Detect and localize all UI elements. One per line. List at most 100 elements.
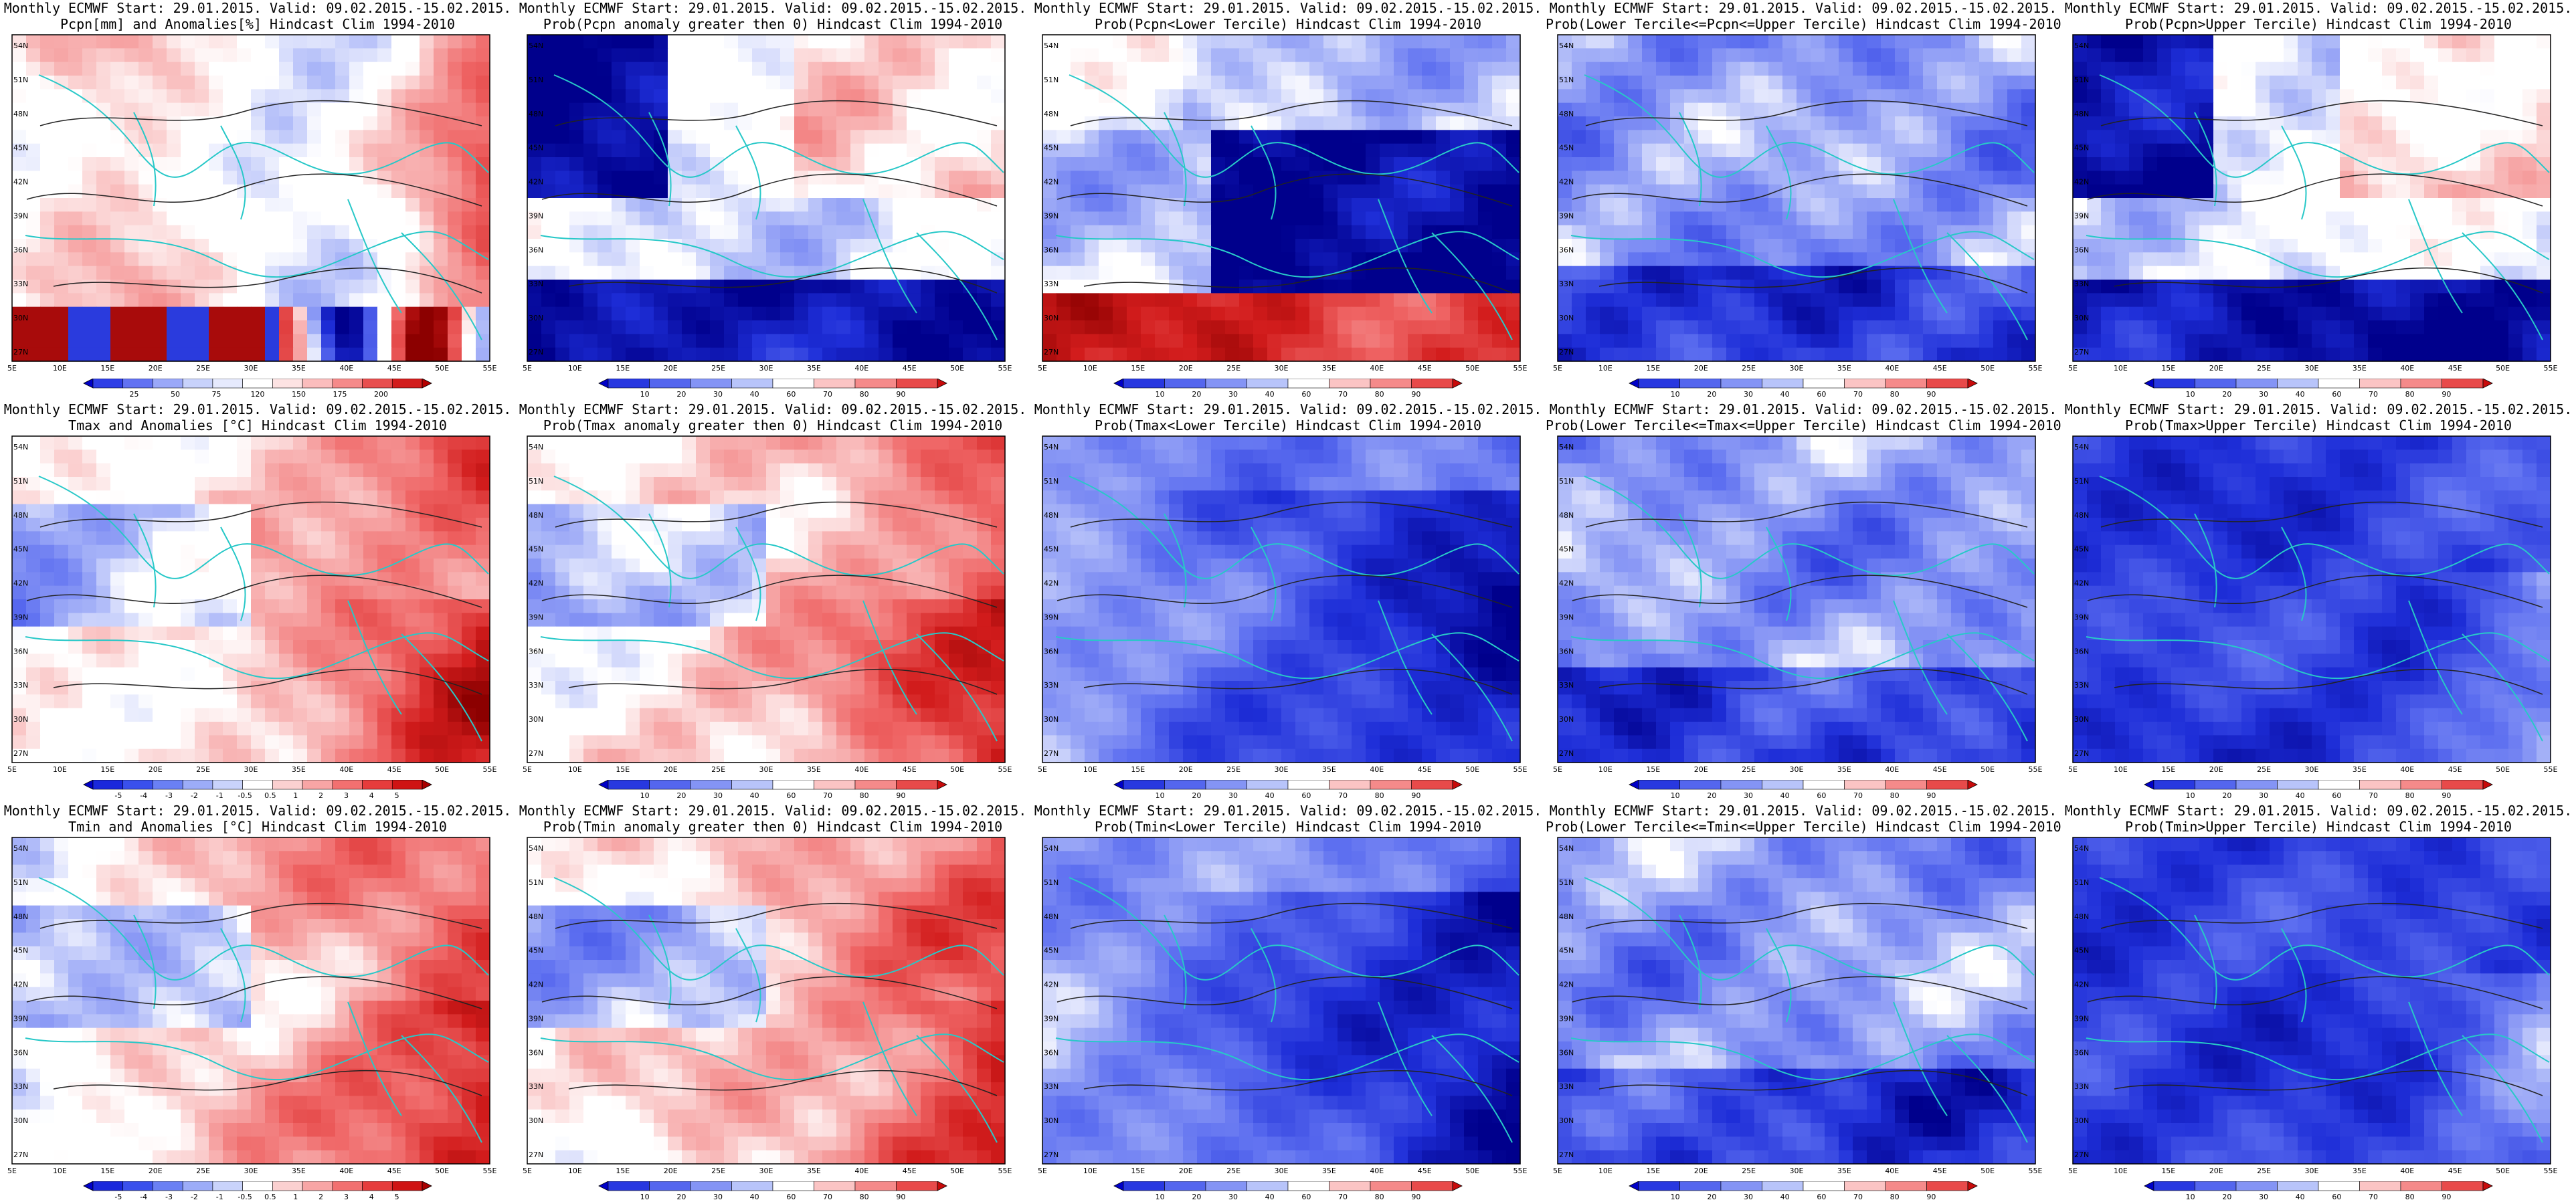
field-cell (462, 463, 476, 478)
field-cell (1085, 252, 1099, 267)
field-cell (1684, 266, 1699, 280)
field-cell (40, 613, 55, 627)
field-cell (583, 347, 598, 362)
field-cell (1979, 198, 1994, 212)
field-cell (1127, 211, 1141, 226)
field-cell (1197, 225, 1212, 239)
field-cell (2101, 266, 2116, 280)
field-cell (2312, 306, 2326, 321)
field-cell (279, 572, 294, 587)
field-cell (2021, 48, 2036, 63)
colorbar-segment (1679, 379, 1722, 389)
field-cell (153, 613, 167, 627)
field-cell (724, 252, 739, 267)
field-cell (307, 626, 322, 641)
field-cell (293, 544, 308, 559)
field-cell (1923, 171, 1938, 185)
field-cell (434, 102, 448, 117)
field-cell (1698, 266, 1713, 280)
field-cell (1295, 130, 1310, 144)
field-cell (54, 252, 69, 267)
field-cell (1366, 116, 1380, 130)
field-cell (2438, 89, 2453, 104)
field-cell (1586, 102, 1600, 117)
field-cell (2410, 76, 2425, 90)
field-cell (1056, 116, 1071, 130)
field-cell (68, 62, 83, 76)
field-cell (279, 76, 294, 90)
field-cell (963, 239, 978, 253)
field-cell (251, 293, 266, 308)
colorbar-segment (362, 379, 393, 389)
field-cell (1628, 225, 1643, 239)
field-cell (2522, 157, 2537, 171)
field-cell (2312, 48, 2326, 63)
field-cell (1740, 184, 1755, 199)
field-cell (1993, 130, 2008, 144)
field-cell (1965, 116, 1980, 130)
field-cell (822, 334, 837, 348)
field-cell (1586, 76, 1600, 90)
field-cell (2452, 184, 2467, 199)
field-cell (1099, 76, 1113, 90)
field-cell (2213, 48, 2228, 63)
field-cell (1909, 293, 1924, 308)
field-cell (462, 89, 476, 104)
field-cell (2101, 211, 2116, 226)
field-cell (2382, 347, 2397, 362)
field-cell (1211, 198, 1226, 212)
field-cell (1797, 116, 1811, 130)
field-cell (1993, 239, 2008, 253)
field-cell (40, 320, 55, 334)
field-cell (391, 35, 406, 49)
field-cell (1281, 334, 1296, 348)
field-cell (541, 280, 556, 294)
field-cell (1422, 35, 1437, 49)
field-cell (1323, 184, 1338, 199)
field-cell (1295, 320, 1310, 334)
field-cell (2115, 102, 2130, 117)
field-cell (1071, 266, 1085, 280)
field-cell (167, 225, 181, 239)
field-cell (391, 544, 406, 559)
field-cell (1670, 116, 1685, 130)
field-cell (724, 171, 739, 185)
field-cell (2073, 198, 2088, 212)
field-cell (2227, 293, 2242, 308)
field-cell (420, 531, 434, 546)
lon-tick-label: 15E (2161, 364, 2175, 373)
field-cell (420, 211, 434, 226)
field-cell (321, 449, 336, 464)
field-cell (808, 225, 823, 239)
field-cell (1797, 266, 1811, 280)
field-cell (1937, 76, 1952, 90)
field-cell (279, 143, 294, 158)
field-cell (405, 157, 420, 171)
colorbar-tick-label: 40 (2296, 390, 2305, 399)
field-cell (96, 449, 111, 464)
field-cell (1825, 143, 1839, 158)
field-cell (1506, 334, 1521, 348)
field-cell (682, 225, 697, 239)
field-cell (265, 157, 280, 171)
field-cell (377, 599, 392, 613)
field-cell (1267, 266, 1282, 280)
field-cell (949, 102, 963, 117)
field-cell (766, 347, 781, 362)
field-cell (2021, 76, 2036, 90)
field-cell (1295, 306, 1310, 321)
field-cell (696, 143, 711, 158)
field-cell (1071, 280, 1085, 294)
field-cell (2007, 347, 2022, 362)
field-cell (40, 171, 55, 185)
field-cell (279, 225, 294, 239)
field-cell (237, 667, 252, 682)
field-cell (1281, 239, 1296, 253)
field-cell (1478, 157, 1493, 171)
field-cell (82, 157, 97, 171)
field-cell (40, 102, 55, 117)
field-cell (349, 334, 364, 348)
field-cell (1726, 184, 1741, 199)
field-cell (2340, 35, 2355, 49)
